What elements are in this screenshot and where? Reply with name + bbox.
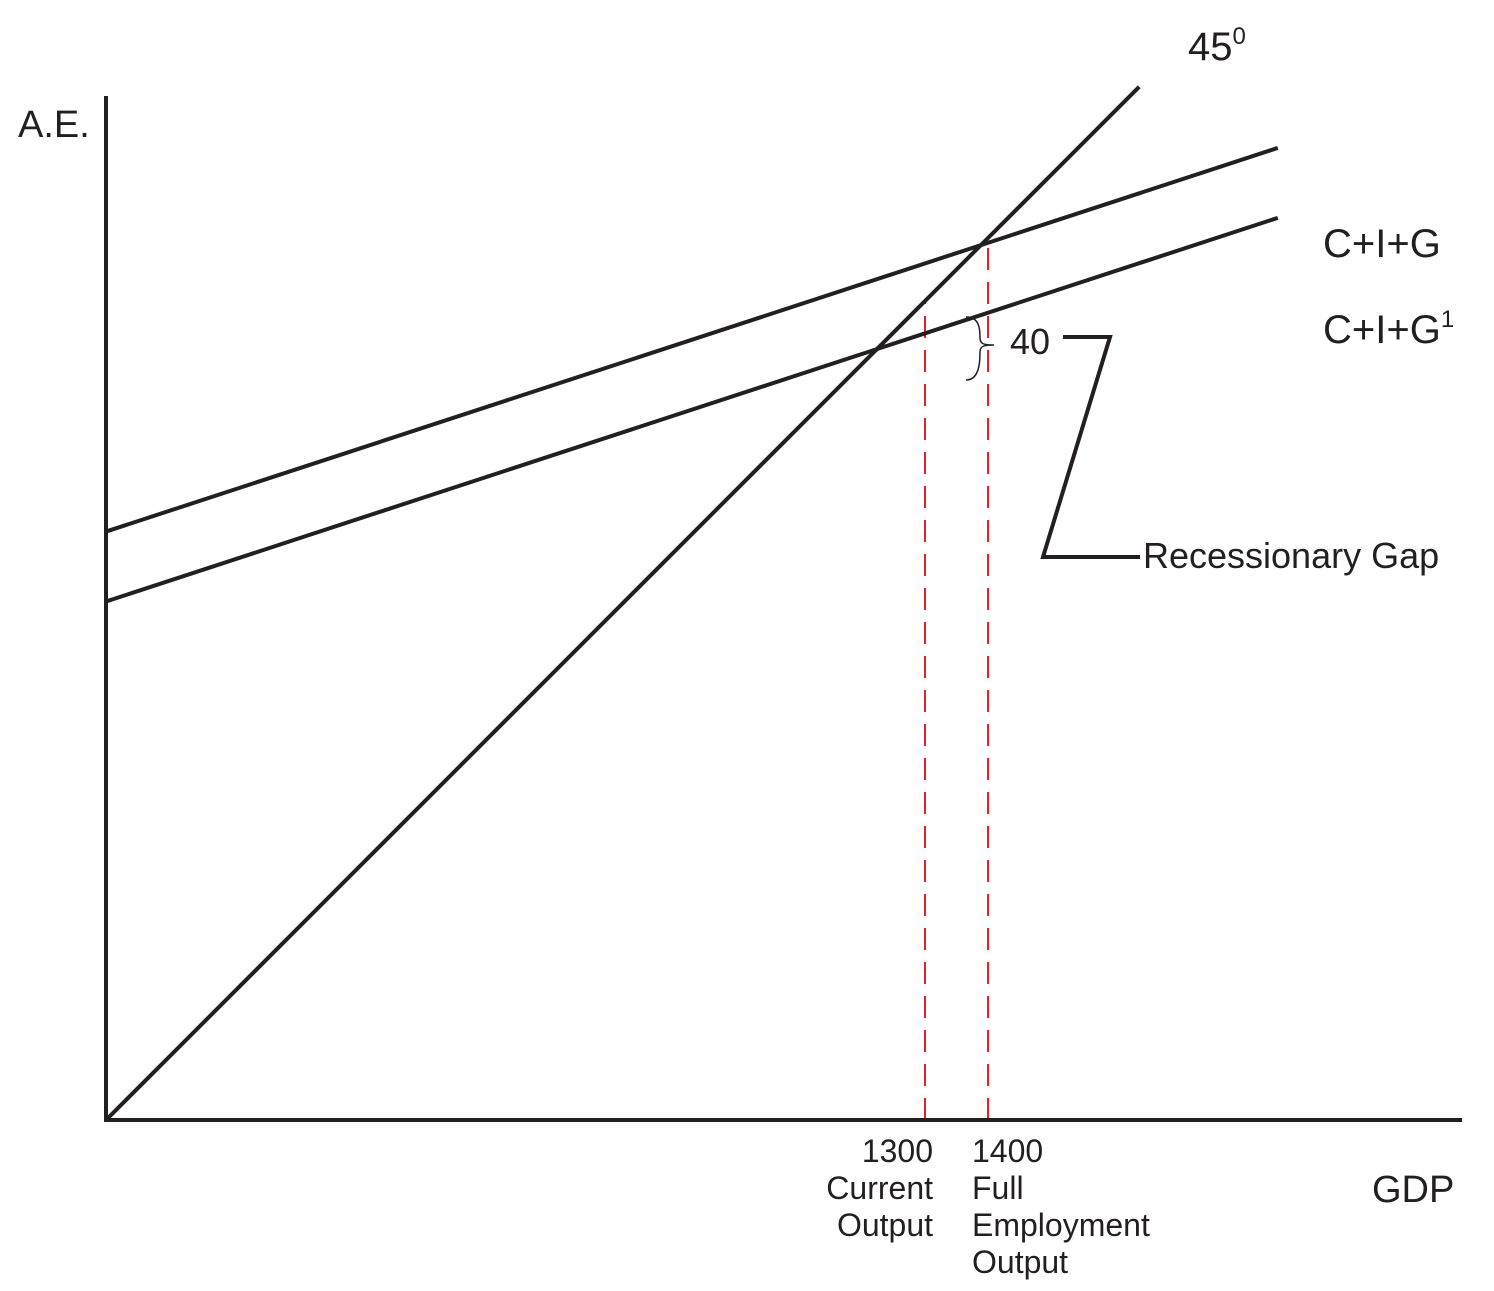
series-label-0: 450 [1188, 23, 1246, 69]
reference-label-1-1: Full [972, 1170, 1024, 1206]
reference-line-labels: 1300CurrentOutput1400FullEmploymentOutpu… [826, 1133, 1150, 1280]
y-axis-label: A.E. [18, 104, 90, 146]
gap-leader-line [1040, 335, 1140, 559]
tick-label-0-0: 1300 [862, 1133, 933, 1169]
curve-line-1 [105, 215, 1279, 604]
reference-lines [924, 242, 989, 1120]
x-axis-label: GDP [1372, 1169, 1454, 1211]
reference-label-1-2: Employment [972, 1207, 1150, 1243]
gap-brace [965, 316, 995, 381]
reference-label-0-1: Current [826, 1170, 933, 1206]
curve-line-0 [104, 85, 1141, 1122]
gap-label: Recessionary Gap [1143, 535, 1439, 576]
gap-value-label: 40 [1010, 321, 1050, 362]
series-label-1: C+I+G [1323, 222, 1441, 266]
series-labels: 450 C+I+G C+I+G1 [1188, 23, 1454, 352]
series-label-2: C+I+G1 [1323, 306, 1454, 352]
reference-label-1-3: Output [972, 1244, 1068, 1280]
tick-label-1-0: 1400 [972, 1133, 1043, 1169]
curves [104, 85, 1279, 1122]
reference-label-0-2: Output [837, 1207, 933, 1243]
curve-line-2 [105, 146, 1279, 534]
